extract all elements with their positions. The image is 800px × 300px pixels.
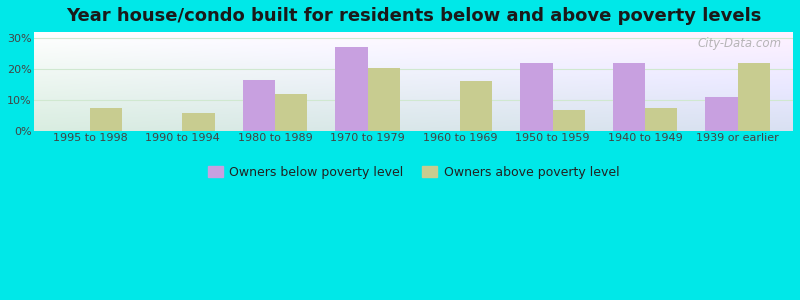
Bar	[275, 94, 307, 131]
Bar	[705, 97, 738, 131]
Bar	[90, 108, 122, 131]
Bar	[460, 81, 492, 131]
Bar	[613, 63, 645, 131]
Bar	[367, 68, 400, 131]
Bar	[553, 110, 585, 131]
Bar	[520, 63, 553, 131]
Bar	[335, 47, 367, 131]
Text: City-Data.com: City-Data.com	[698, 37, 782, 50]
Title: Year house/condo built for residents below and above poverty levels: Year house/condo built for residents bel…	[66, 7, 762, 25]
Bar	[645, 108, 678, 131]
Legend: Owners below poverty level, Owners above poverty level: Owners below poverty level, Owners above…	[203, 160, 624, 184]
Bar	[738, 63, 770, 131]
Bar	[182, 113, 215, 131]
Bar	[242, 80, 275, 131]
